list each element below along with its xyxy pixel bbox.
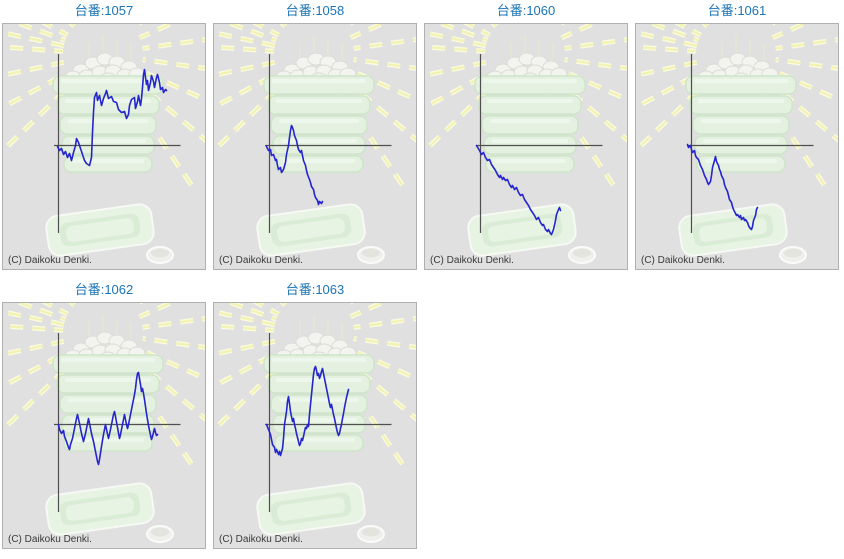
slump-graph	[214, 303, 416, 543]
slump-graph-panel: (C) Daikoku Denki.	[424, 23, 628, 270]
sunburst-rays-watermark	[214, 303, 416, 472]
pachinko-machine-watermark	[256, 36, 385, 264]
machine-cell: 台番:1057 (C) Daikoku Denki.	[2, 2, 206, 270]
machine-number-link[interactable]: 台番:1058	[285, 3, 345, 18]
machine-number-link[interactable]: 台番:1062	[74, 282, 134, 297]
slump-graph-panel: (C) Daikoku Denki.	[2, 302, 206, 549]
slump-graph	[425, 24, 627, 264]
machine-number-link[interactable]: 台番:1061	[707, 3, 767, 18]
slump-graph	[214, 24, 416, 264]
machine-number-link[interactable]: 台番:1063	[285, 282, 345, 297]
slump-graph-panel: (C) Daikoku Denki.	[213, 23, 417, 270]
copyright-text: (C) Daikoku Denki.	[219, 255, 303, 266]
series-line	[265, 365, 350, 457]
machine-cell: 台番:1060 (C) Daikoku Denki.	[424, 2, 628, 270]
pachinko-machine-watermark	[256, 315, 385, 543]
series-line	[475, 144, 562, 236]
pachinko-machine-watermark	[678, 36, 807, 264]
series-line	[686, 143, 759, 231]
chart-axes	[265, 333, 392, 512]
machine-cell: 台番:1063 (C) Daikoku Denki.	[213, 281, 417, 549]
slump-graph	[3, 24, 205, 264]
series-line	[265, 124, 324, 206]
chart-axes	[265, 54, 392, 233]
series-line	[57, 371, 159, 466]
pachinko-machine-watermark	[467, 36, 596, 264]
machine-cell: 台番:1062 (C) Daikoku Denki.	[2, 281, 206, 549]
slump-graph	[636, 24, 838, 264]
slump-graph-panel: (C) Daikoku Denki.	[635, 23, 839, 270]
chart-axes	[476, 54, 603, 233]
copyright-text: (C) Daikoku Denki.	[430, 255, 514, 266]
slump-graph-panel: (C) Daikoku Denki.	[2, 23, 206, 270]
chart-axes	[687, 54, 814, 233]
machine-cell: 台番:1061 (C) Daikoku Denki.	[635, 2, 839, 270]
copyright-text: (C) Daikoku Denki.	[219, 534, 303, 545]
slump-graph-panel: (C) Daikoku Denki.	[213, 302, 417, 549]
machine-number-link[interactable]: 台番:1057	[74, 3, 134, 18]
machine-cell: 台番:1058 (C) Daikoku Denki.	[213, 2, 417, 270]
pachinko-machine-watermark	[45, 36, 174, 264]
copyright-text: (C) Daikoku Denki.	[8, 255, 92, 266]
series-line	[56, 68, 168, 167]
machine-number-link[interactable]: 台番:1060	[496, 3, 556, 18]
copyright-text: (C) Daikoku Denki.	[8, 534, 92, 545]
slump-graph	[3, 303, 205, 543]
copyright-text: (C) Daikoku Denki.	[641, 255, 725, 266]
